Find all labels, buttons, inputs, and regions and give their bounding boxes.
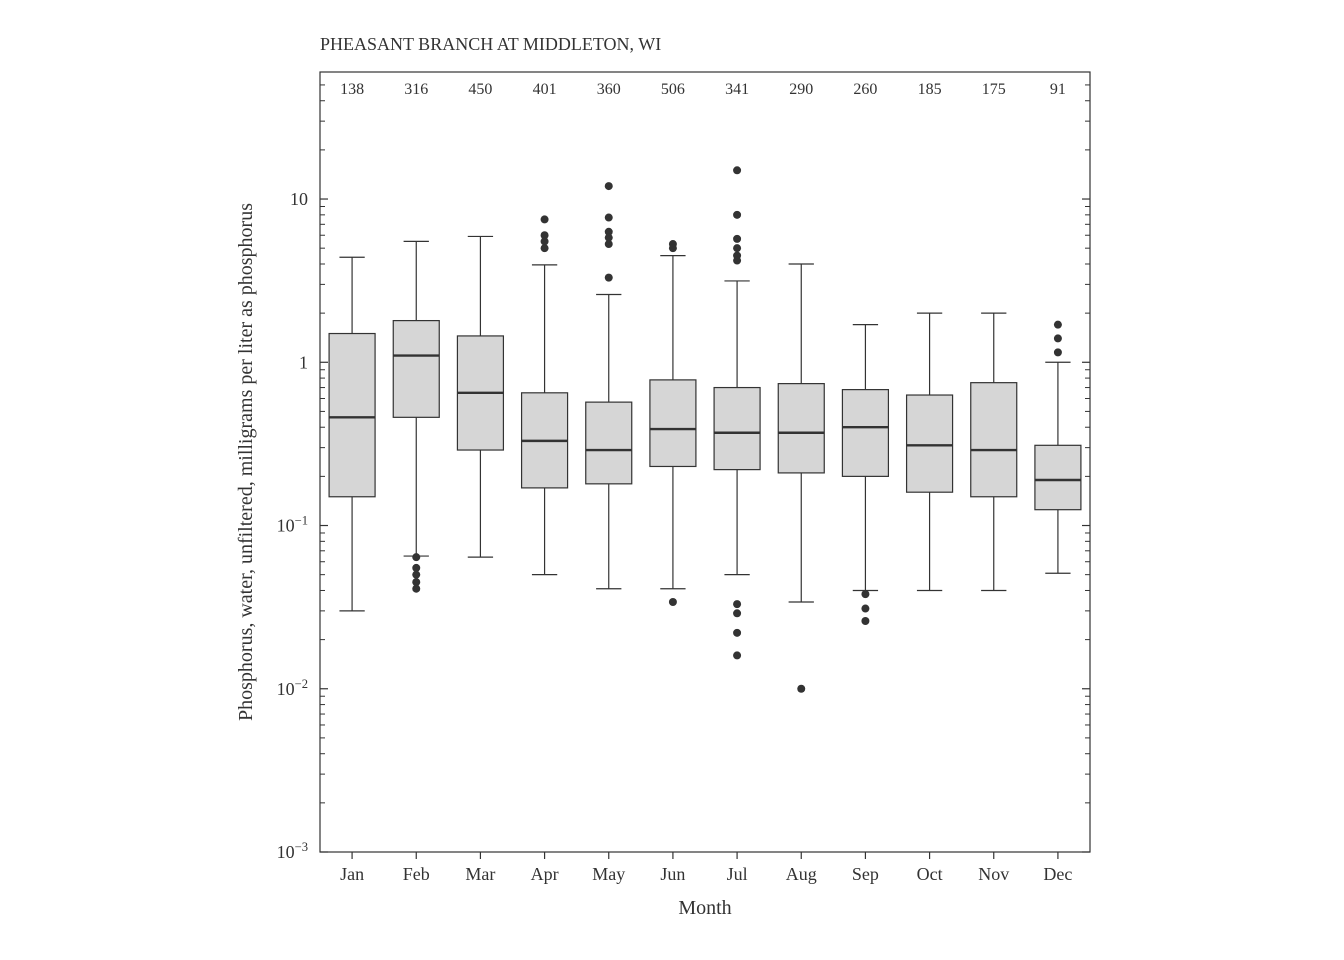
- svg-text:10: 10: [290, 189, 308, 209]
- svg-text:May: May: [592, 864, 625, 884]
- svg-text:138: 138: [340, 81, 364, 98]
- svg-text:1: 1: [299, 352, 308, 372]
- svg-text:PHEASANT BRANCH AT MIDDLETON,: PHEASANT BRANCH AT MIDDLETON, WI: [320, 34, 661, 54]
- svg-text:Sep: Sep: [852, 864, 879, 884]
- svg-text:10−2: 10−2: [277, 677, 308, 699]
- svg-text:Jan: Jan: [340, 864, 364, 884]
- svg-text:Feb: Feb: [403, 864, 430, 884]
- svg-text:341: 341: [725, 81, 749, 98]
- svg-text:401: 401: [533, 81, 557, 98]
- svg-text:Jun: Jun: [660, 864, 685, 884]
- svg-text:360: 360: [597, 81, 621, 98]
- svg-text:Oct: Oct: [917, 864, 943, 884]
- svg-text:10−1: 10−1: [277, 514, 308, 536]
- svg-text:290: 290: [789, 81, 813, 98]
- svg-text:10−3: 10−3: [277, 840, 308, 862]
- svg-text:91: 91: [1050, 81, 1066, 98]
- svg-text:Month: Month: [678, 897, 731, 919]
- chart-svg: 10−3 10−2 10−1 1 10 Jan 138 Feb 316 Mar 450 Apr 401 M…: [0, 0, 1344, 960]
- svg-text:260: 260: [853, 81, 877, 98]
- svg-text:Apr: Apr: [531, 864, 559, 884]
- svg-text:Dec: Dec: [1043, 864, 1072, 884]
- svg-text:316: 316: [404, 81, 428, 98]
- svg-text:450: 450: [468, 81, 492, 98]
- svg-text:Aug: Aug: [786, 864, 817, 884]
- svg-text:Mar: Mar: [465, 864, 495, 884]
- boxplot-chart: 10−3 10−2 10−1 1 10 Jan 138 Feb 316 Mar 450 Apr 401 M…: [0, 0, 1344, 960]
- svg-text:185: 185: [918, 81, 942, 98]
- svg-text:506: 506: [661, 81, 685, 98]
- svg-text:Nov: Nov: [978, 864, 1009, 884]
- svg-text:Jul: Jul: [727, 864, 748, 884]
- svg-text:Phosphorus, water, unfiltered,: Phosphorus, water, unfiltered, milligram…: [235, 203, 257, 721]
- svg-text:175: 175: [982, 81, 1006, 98]
